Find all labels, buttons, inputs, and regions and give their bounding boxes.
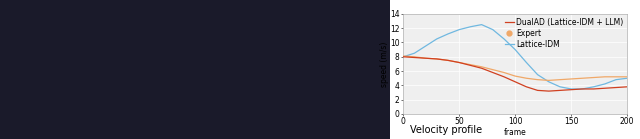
- X-axis label: frame: frame: [504, 128, 527, 137]
- Text: Velocity profile: Velocity profile: [410, 125, 482, 135]
- Legend: DualAD (Lattice-IDM + LLM), Expert, Lattice-IDM: DualAD (Lattice-IDM + LLM), Expert, Latt…: [502, 15, 627, 52]
- Y-axis label: speed (m/s): speed (m/s): [380, 41, 388, 87]
